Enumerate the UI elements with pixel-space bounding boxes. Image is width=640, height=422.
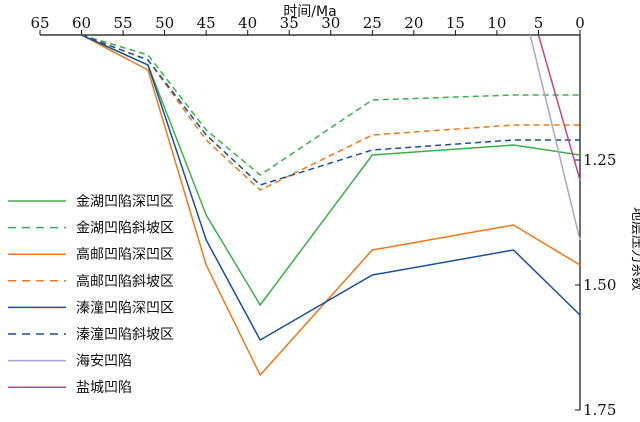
x-tick-label: 45 — [197, 14, 216, 32]
legend-label: 高邮凹陷深凹区 — [76, 246, 174, 263]
legend-label: 盐城凹陷 — [76, 380, 132, 396]
x-tick-label: 65 — [30, 14, 49, 32]
series-line-0 — [81, 34, 581, 307]
legend-label: 金湖凹陷斜坡区 — [76, 221, 174, 237]
y-tick-label: 1.75 — [583, 401, 616, 419]
y-axis-title: 地层压力系数 — [629, 207, 640, 291]
x-tick-label: 0 — [575, 14, 585, 32]
x-tick-label: 35 — [280, 14, 299, 32]
plot-area — [81, 34, 581, 377]
series-line-4 — [81, 34, 581, 342]
x-tick-label: 30 — [321, 14, 340, 32]
y-tick-label: 1.50 — [583, 276, 616, 294]
series-line-5 — [81, 34, 580, 186]
x-tick-label: 55 — [114, 14, 133, 32]
x-tick-label: 50 — [155, 14, 174, 32]
series-line-1 — [81, 34, 580, 176]
x-tick-label: 20 — [404, 14, 423, 32]
legend: 金湖凹陷深凹区金湖凹陷斜坡区高邮凹陷深凹区高邮凹陷斜坡区溱潼凹陷深凹区溱潼凹陷斜… — [8, 194, 174, 396]
legend-label: 海安凹陷 — [76, 354, 132, 370]
legend-label: 溱潼凹陷深凹区 — [76, 299, 174, 316]
series-line-2 — [81, 34, 581, 377]
x-tick-label: 15 — [446, 14, 465, 32]
legend-label: 金湖凹陷深凹区 — [76, 194, 174, 210]
series-line-7 — [537, 34, 581, 181]
x-axis-title: 时间/Ma — [283, 4, 336, 20]
series-line-6 — [529, 34, 581, 241]
y-tick-label: 1.25 — [583, 151, 616, 169]
y-ticks: 1.25 1.50 1.75 — [575, 151, 616, 419]
x-ticks: 65 60 55 50 45 40 35 30 25 20 15 10 5 0 — [30, 14, 585, 35]
x-tick-label: 40 — [238, 14, 257, 32]
x-tick-label: 5 — [534, 14, 544, 32]
legend-label: 溱潼凹陷斜坡区 — [76, 326, 174, 343]
x-tick-label: 10 — [487, 14, 506, 32]
legend-label: 高邮凹陷斜坡区 — [76, 273, 174, 290]
x-tick-label: 25 — [363, 14, 382, 32]
x-tick-label: 60 — [72, 14, 91, 32]
series-line-3 — [81, 34, 580, 191]
